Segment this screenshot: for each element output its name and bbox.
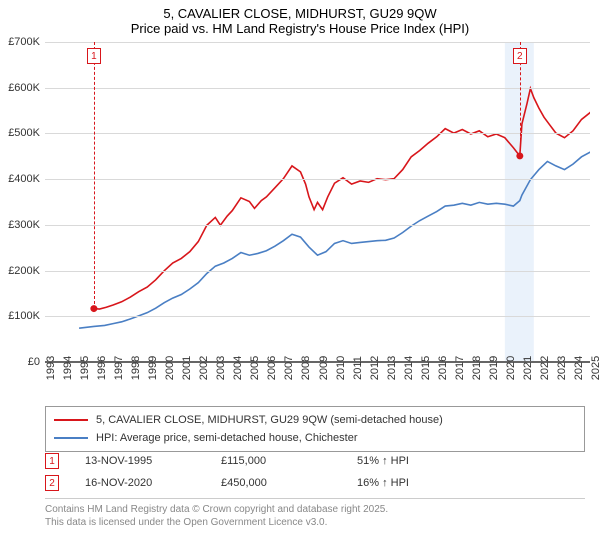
legend-swatch — [54, 437, 88, 439]
gridline-h — [45, 133, 590, 134]
y-tick-label: £700K — [0, 36, 40, 48]
gridline-h — [45, 225, 590, 226]
sale-delta: 51% ↑ HPI — [357, 455, 585, 467]
sale-date: 16-NOV-2020 — [65, 477, 215, 489]
legend-swatch — [54, 419, 88, 421]
y-tick-label: £300K — [0, 219, 40, 231]
y-tick-label: £0 — [0, 356, 40, 368]
title-line1: 5, CAVALIER CLOSE, MIDHURST, GU29 9QW — [0, 6, 600, 21]
gridline-h — [45, 316, 590, 317]
chart: 12 £0£100K£200K£300K£400K£500K£600K£700K… — [0, 42, 600, 397]
legend: 5, CAVALIER CLOSE, MIDHURST, GU29 9QW (s… — [45, 406, 585, 452]
sale-price: £115,000 — [221, 455, 351, 467]
y-tick-label: £600K — [0, 82, 40, 94]
title-line2: Price paid vs. HM Land Registry's House … — [0, 21, 600, 36]
sale-marker-index: 1 — [45, 453, 59, 469]
footnote: Contains HM Land Registry data © Crown c… — [45, 498, 585, 529]
legend-item: 5, CAVALIER CLOSE, MIDHURST, GU29 9QW (s… — [54, 411, 576, 429]
y-tick-label: £500K — [0, 127, 40, 139]
sales-table: 1 13-NOV-1995 £115,000 51% ↑ HPI 2 16-NO… — [45, 450, 585, 494]
sale-marker-box: 1 — [87, 48, 101, 64]
y-tick-label: £200K — [0, 265, 40, 277]
chart-lines — [45, 42, 590, 361]
chart-title: 5, CAVALIER CLOSE, MIDHURST, GU29 9QW Pr… — [0, 0, 600, 38]
gridline-h — [45, 88, 590, 89]
plot-area: 12 — [45, 42, 590, 362]
sale-marker-box: 2 — [513, 48, 527, 64]
sale-marker-index: 2 — [45, 475, 59, 491]
legend-label: 5, CAVALIER CLOSE, MIDHURST, GU29 9QW (s… — [96, 414, 443, 426]
sale-row: 2 16-NOV-2020 £450,000 16% ↑ HPI — [45, 472, 585, 494]
legend-item: HPI: Average price, semi-detached house,… — [54, 429, 576, 447]
footnote-line: This data is licensed under the Open Gov… — [45, 516, 585, 529]
sale-price: £450,000 — [221, 477, 351, 489]
y-tick-label: £400K — [0, 173, 40, 185]
sale-date: 13-NOV-1995 — [65, 455, 215, 467]
gridline-h — [45, 42, 590, 43]
sale-marker-guide — [94, 42, 95, 309]
footnote-line: Contains HM Land Registry data © Crown c… — [45, 503, 585, 516]
y-tick-label: £100K — [0, 310, 40, 322]
sale-delta: 16% ↑ HPI — [357, 477, 585, 489]
gridline-h — [45, 271, 590, 272]
gridline-h — [45, 179, 590, 180]
legend-label: HPI: Average price, semi-detached house,… — [96, 432, 358, 444]
sale-row: 1 13-NOV-1995 £115,000 51% ↑ HPI — [45, 450, 585, 472]
x-tick-label: 2025 — [590, 356, 600, 380]
